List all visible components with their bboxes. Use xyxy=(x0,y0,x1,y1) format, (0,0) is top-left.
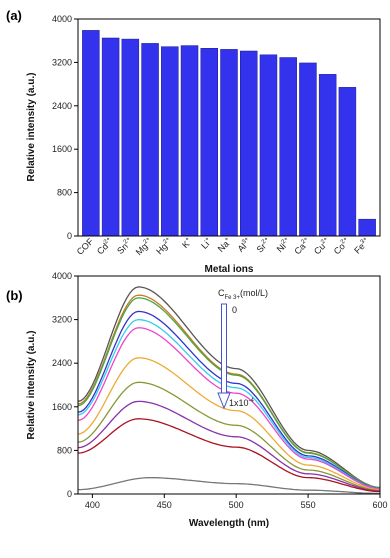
panel-a-x-tick-label: Li+ xyxy=(199,236,214,251)
arrow-shaft xyxy=(222,304,227,394)
panel-a-y-tick-label: 3200 xyxy=(52,57,72,67)
panel-b-x-tick-label: 450 xyxy=(157,500,172,510)
bar xyxy=(260,55,277,236)
spectrum-line xyxy=(78,478,380,494)
bar xyxy=(181,46,198,236)
panel-b-y-axis-label: Relative intensity (a.u.) xyxy=(26,331,37,440)
arrow-end-exponent: -4 xyxy=(249,398,255,404)
panel-a-y-tick-label: 2400 xyxy=(52,101,72,111)
panel-b-label: (b) xyxy=(6,288,23,303)
panel-b: (b) Relative intensity (a.u.) 0 800 1600 24… xyxy=(6,271,388,529)
panel-a-x-tick-label: K+ xyxy=(180,236,194,250)
bar xyxy=(319,74,336,236)
panel-a-x-tick-label: Mg2+ xyxy=(134,236,155,257)
panel-b-y-ticks: 0 800 1600 2400 3200 4000 xyxy=(52,271,78,499)
panel-a-bars xyxy=(82,30,375,236)
panel-a-x-tick-label: Sr2+ xyxy=(255,236,274,255)
panel-a-x-tick-label: Na+ xyxy=(216,236,234,254)
panel-b-x-axis-label: Wavelength (nm) xyxy=(189,518,269,529)
bar xyxy=(142,43,159,236)
panel-a-x-tick-label: Co2+ xyxy=(332,236,352,256)
panel-a-y-tick-label: 0 xyxy=(67,231,72,241)
panel-a-y-tick-label: 1600 xyxy=(52,144,72,154)
arrow-end-label: 1x10-4 xyxy=(229,398,255,408)
panel-b-y-tick-label: 800 xyxy=(57,445,72,455)
bar xyxy=(359,219,376,236)
arrow-end-value: 1x10 xyxy=(229,398,249,408)
bar xyxy=(201,48,218,236)
concentration-subscript: Fe 3+ xyxy=(225,295,241,301)
panel-b-x-ticks: 400 450 500 550 600 xyxy=(85,494,388,510)
panel-b-x-tick-label: 400 xyxy=(85,500,100,510)
panel-a-x-tick-label: Ca2+ xyxy=(292,236,312,256)
panel-a-x-tick-label: Fe3+ xyxy=(352,236,372,256)
concentration-unit: (mol/L) xyxy=(240,288,268,298)
panel-b-series-lines xyxy=(78,287,380,494)
panel-a-x-tick-label: Hg2+ xyxy=(154,236,174,256)
spectrum-line xyxy=(78,419,380,492)
bar xyxy=(161,47,178,236)
panel-a-y-ticks: 0 800 1600 2400 3200 4000 xyxy=(52,14,78,241)
panel-a-x-tick-label: Cu2+ xyxy=(312,236,332,256)
bar xyxy=(240,51,257,236)
bar xyxy=(221,49,238,236)
panel-a-y-tick-label: 800 xyxy=(57,188,72,198)
bar xyxy=(102,38,119,236)
panel-a-x-axis-label: Metal ions xyxy=(205,264,254,275)
panel-a-label: (a) xyxy=(6,8,22,23)
panel-b-y-tick-label: 4000 xyxy=(52,271,72,281)
panel-a-y-tick-label: 4000 xyxy=(52,14,72,24)
panel-b-y-tick-label: 1600 xyxy=(52,402,72,412)
panel-b-y-tick-label: 2400 xyxy=(52,358,72,368)
panel-b-x-tick-label: 600 xyxy=(372,500,387,510)
concentration-label: CFe 3+(mol/L) xyxy=(218,288,268,301)
panel-a-x-tick-label: COF xyxy=(75,236,96,257)
bar xyxy=(280,58,297,236)
panel-a-x-tick-label: Cd2+ xyxy=(95,236,115,256)
panel-b-x-tick-label: 500 xyxy=(229,500,244,510)
panel-a-x-tick-label: Ni2+ xyxy=(275,236,293,254)
panel-b-y-tick-label: 3200 xyxy=(52,315,72,325)
panel-a-x-tick-label: Sn2+ xyxy=(115,236,135,256)
bar xyxy=(82,30,99,236)
panel-b-y-tick-label: 0 xyxy=(67,489,72,499)
bar xyxy=(339,87,356,236)
bar xyxy=(299,63,316,236)
panel-b-x-tick-label: 550 xyxy=(301,500,316,510)
panel-a: (a) Relative intensity (a.u.) 0 800 1600 24… xyxy=(6,8,380,275)
panel-a-x-tick-label: Al3+ xyxy=(236,236,254,254)
panel-a-x-tick-labels: COFCd2+Sn2+Mg2+Hg2+K+Li+Na+Al3+Sr2+Ni2+C… xyxy=(75,236,372,257)
panel-a-y-axis-label: Relative intensity (a.u.) xyxy=(26,73,37,182)
arrow-start-label: 0 xyxy=(232,305,237,315)
bar xyxy=(122,39,139,236)
